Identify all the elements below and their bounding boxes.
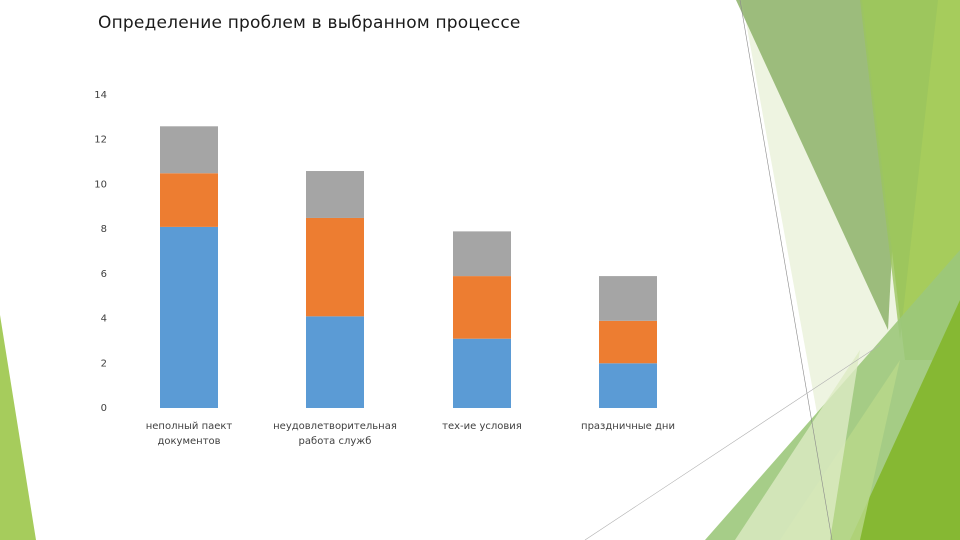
- left-green-sliver: [0, 315, 36, 540]
- bar-segment-series-2-category-1: [160, 173, 218, 227]
- bar-segment-series-1-category-4: [599, 363, 657, 408]
- y-tick-label: 0: [101, 403, 107, 414]
- y-tick-label: 8: [101, 224, 107, 235]
- decor-thin-line-2: [584, 344, 881, 540]
- right-bottom-bright-wedge: [850, 300, 960, 540]
- bars: [160, 126, 657, 408]
- right-mid-green-wedge: [860, 0, 938, 340]
- slide-title: Определение проблем в выбранном процессе: [98, 13, 521, 33]
- x-category-label: праздничные дни: [581, 421, 675, 432]
- x-category-label: неудовлетворительная работа служб: [273, 421, 397, 447]
- bar-segment-series-3-category-2: [306, 171, 364, 218]
- y-tick-label: 14: [94, 90, 107, 101]
- x-category-label: неполный паект документов: [146, 421, 233, 447]
- bar-segment-series-3-category-3: [453, 231, 511, 277]
- bar-segment-series-2-category-3: [453, 276, 511, 339]
- y-tick-label: 4: [101, 314, 107, 325]
- y-axis: 0 2 4 6 8 10 12 14: [94, 90, 107, 414]
- bar-segment-series-2-category-2: [306, 217, 364, 317]
- x-category-label: тех-ие условия: [442, 421, 522, 432]
- y-tick-label: 12: [94, 135, 107, 146]
- bar-segment-series-2-category-4: [599, 320, 657, 364]
- right-lower-pale-triangle: [735, 350, 860, 540]
- bar-segment-series-1-category-2: [306, 316, 364, 408]
- bar-segment-series-1-category-1: [160, 226, 218, 408]
- y-tick-label: 2: [101, 358, 107, 369]
- bar-segment-series-3-category-1: [160, 126, 218, 174]
- x-axis: неполный паект документов неудовлетворител…: [146, 421, 675, 447]
- right-large-green-triangle: [736, 0, 905, 330]
- y-tick-label: 6: [101, 269, 107, 280]
- y-tick-label: 10: [94, 179, 107, 190]
- bar-segment-series-1-category-3: [453, 338, 511, 408]
- decor-thin-line-1: [739, 0, 833, 540]
- bar-segment-series-3-category-4: [599, 276, 657, 321]
